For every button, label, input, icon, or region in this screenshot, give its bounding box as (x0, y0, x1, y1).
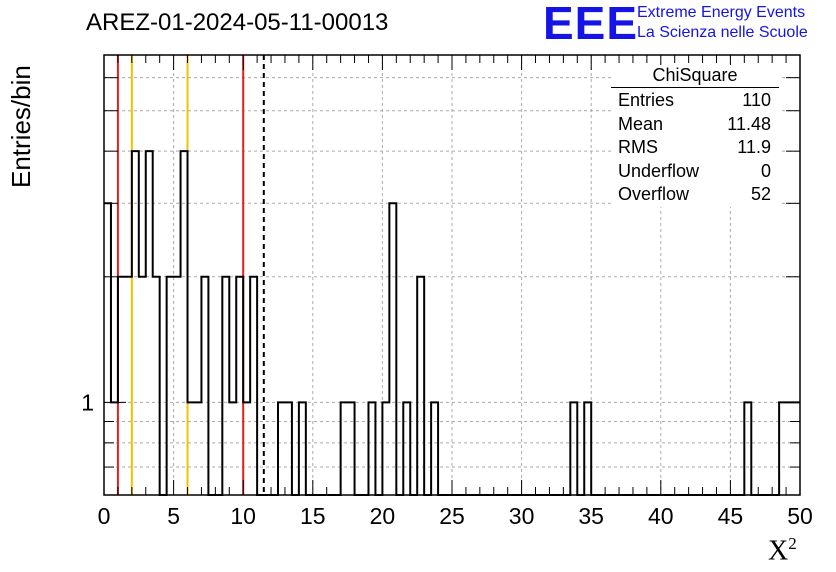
x-tick-label: 10 (230, 503, 256, 529)
stats-value: 0 (760, 160, 771, 181)
x-tick-label: 0 (98, 503, 111, 529)
stats-value: 11.9 (737, 137, 771, 157)
y-axis-label: Entries/bin (6, 65, 36, 188)
x-tick-label: 5 (167, 503, 180, 529)
x-tick-label: 50 (787, 503, 813, 529)
x-tick-label: 20 (370, 503, 396, 529)
x-axis-label-base: X (768, 535, 789, 567)
stats-row: Overflow 52 (611, 183, 779, 207)
logo-line-2: La Scienza nelle Scuole (637, 24, 808, 41)
x-axis-label-superscript: 2 (788, 534, 797, 553)
x-tick-label: 35 (578, 503, 604, 529)
stats-label: Entries (618, 90, 675, 110)
x-tick-labels: 0 5 10 15 20 25 30 35 40 45 50 (98, 503, 813, 529)
stats-label: Underflow (618, 160, 700, 181)
stats-box: ChiSquare Entries 110 Mean 11.48 RMS 11.9 U… (611, 65, 779, 207)
stats-label: Mean (618, 113, 664, 134)
x-tick-label: 40 (648, 503, 674, 529)
x-tick-label: 15 (300, 503, 326, 529)
stats-value: 52 (750, 184, 771, 204)
stats-value: 11.48 (727, 113, 771, 134)
stats-row: RMS 11.9 (611, 136, 779, 160)
y-tick-label: 1 (81, 389, 94, 415)
y-tick-labels: 1 (81, 389, 94, 415)
stats-label: RMS (618, 137, 658, 157)
logo-line-1: Extreme Energy Events (637, 4, 806, 21)
x-tick-label: 30 (509, 503, 535, 529)
x-tick-label: 45 (718, 503, 744, 529)
stats-row: Entries 110 (611, 89, 779, 113)
stats-value: 110 (742, 90, 771, 110)
stats-row: Underflow 0 (611, 160, 779, 184)
stats-label: Overflow (618, 184, 690, 204)
x-axis-label: X2 (768, 534, 797, 567)
x-tick-label: 25 (439, 503, 465, 529)
chart-title: AREZ-01-2024-05-11-00013 (86, 9, 389, 36)
eee-logo: EEE (543, 0, 639, 49)
stats-row: Mean 11.48 (611, 113, 779, 137)
stats-title: ChiSquare (611, 65, 779, 88)
reference-lines (116, 55, 265, 495)
